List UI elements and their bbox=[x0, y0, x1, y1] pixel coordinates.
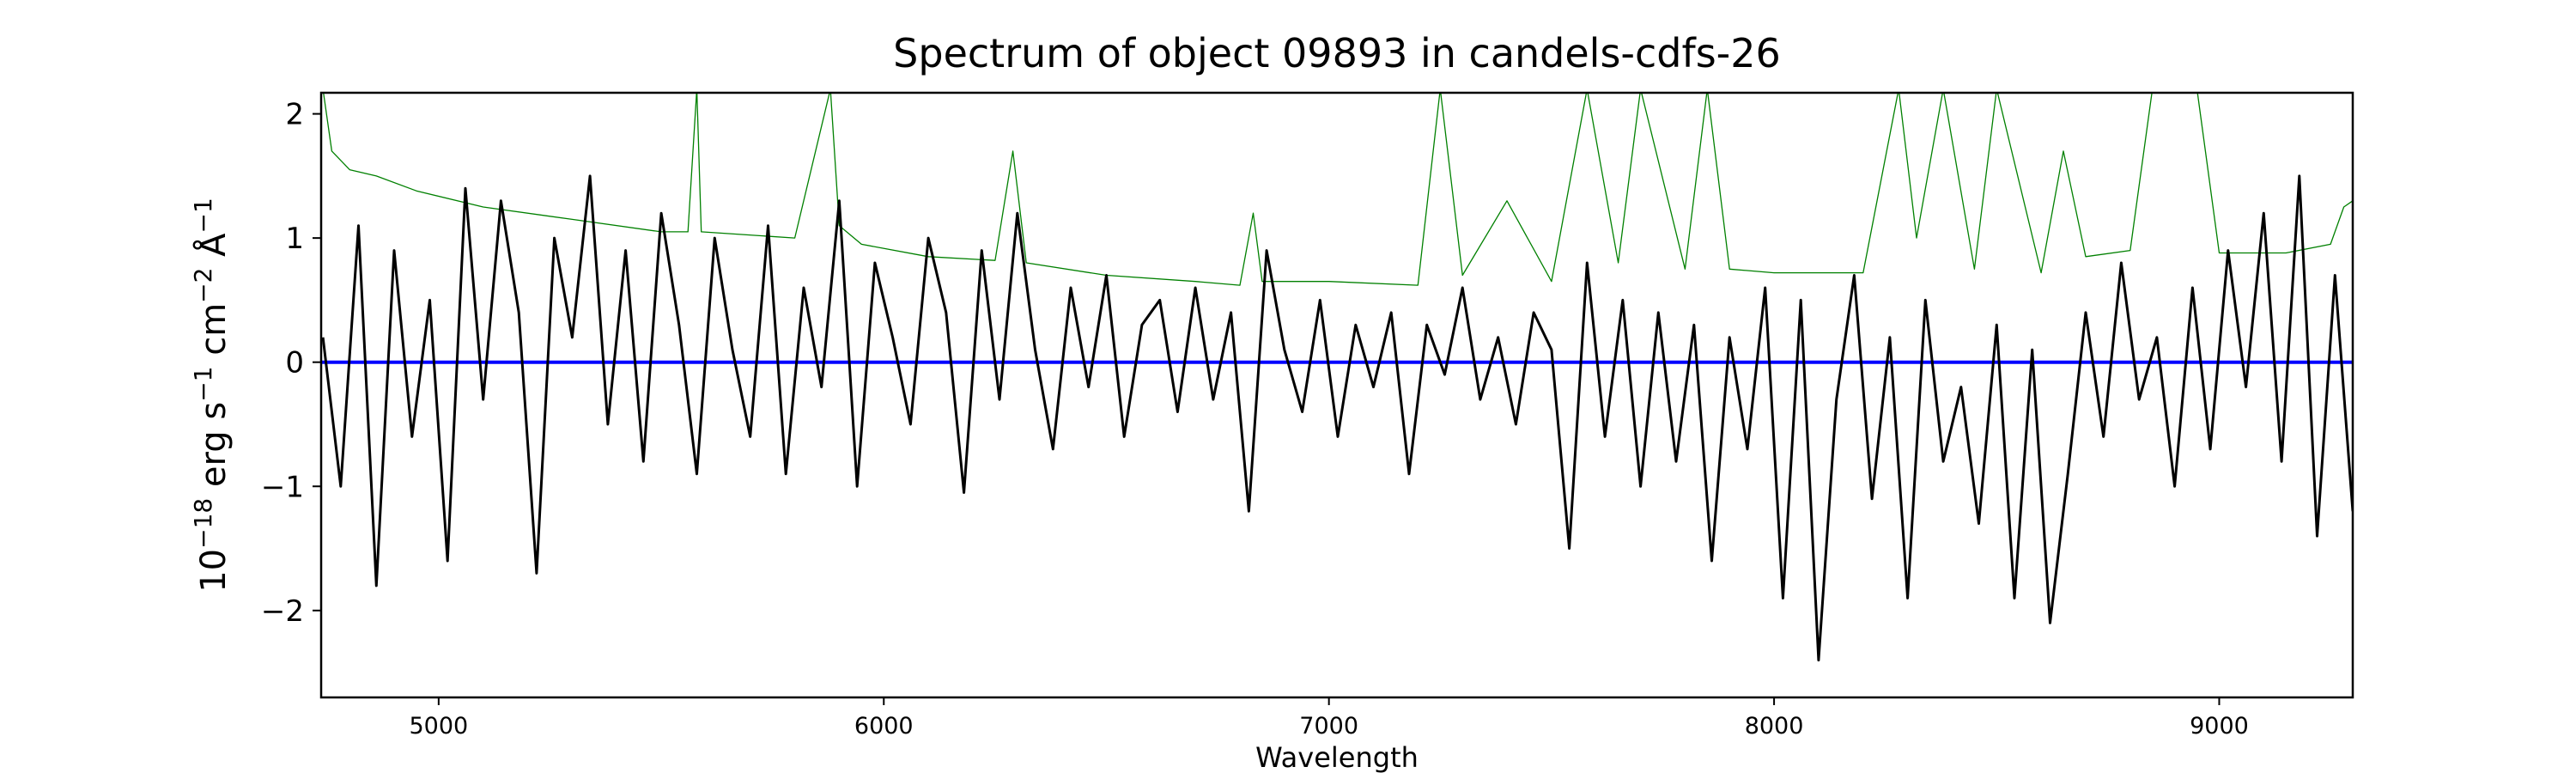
x-tick: 6000 bbox=[854, 697, 914, 740]
y-tick-label: −2 bbox=[261, 594, 304, 629]
y-tick: −1 bbox=[261, 470, 321, 504]
error-series-line bbox=[323, 93, 2353, 286]
y-tick: 0 bbox=[285, 346, 321, 380]
series-layer bbox=[321, 93, 2353, 662]
x-tick: 8000 bbox=[1745, 697, 1804, 740]
y-tick: 1 bbox=[285, 222, 321, 256]
x-axis: 5000 6000 7000 8000 9000 bbox=[409, 697, 2249, 740]
y-axis-label: 10−18 erg s−1 cm−2 Å−1 bbox=[189, 198, 234, 593]
x-tick: 7000 bbox=[1299, 697, 1358, 740]
x-axis-label: Wavelength bbox=[1255, 741, 1419, 773]
y-tick-label: 2 bbox=[285, 98, 304, 132]
x-tick-label: 5000 bbox=[409, 713, 468, 740]
plot-frame bbox=[319, 91, 2354, 699]
x-tick-label: 7000 bbox=[1299, 713, 1358, 740]
y-tick-label: 0 bbox=[285, 346, 304, 380]
y-tick: −2 bbox=[261, 594, 321, 629]
x-tick-label: 6000 bbox=[854, 713, 914, 740]
x-tick-label: 8000 bbox=[1745, 713, 1804, 740]
y-tick: 2 bbox=[285, 98, 321, 132]
x-tick: 5000 bbox=[409, 697, 468, 740]
chart-title: Spectrum of object 09893 in candels-cdfs… bbox=[893, 30, 1781, 76]
flux-series-line bbox=[321, 174, 2353, 662]
y-axis: −2 −1 0 1 2 bbox=[261, 98, 321, 629]
x-tick-label: 9000 bbox=[2190, 713, 2249, 740]
x-tick: 9000 bbox=[2190, 697, 2249, 740]
y-tick-label: 1 bbox=[285, 222, 304, 256]
y-tick-label: −1 bbox=[261, 470, 304, 504]
